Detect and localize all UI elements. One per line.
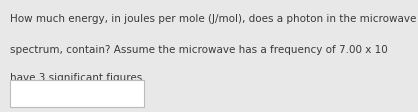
Text: spectrum, contain? Assume the microwave has a frequency of 7.00 x 10: spectrum, contain? Assume the microwave … [10,45,388,55]
FancyBboxPatch shape [10,81,144,108]
Text: have 3 significant figures.: have 3 significant figures. [10,73,146,83]
Text: How much energy, in joules per mole (J/mol), does a photon in the microwave regi: How much energy, in joules per mole (J/m… [10,13,418,23]
